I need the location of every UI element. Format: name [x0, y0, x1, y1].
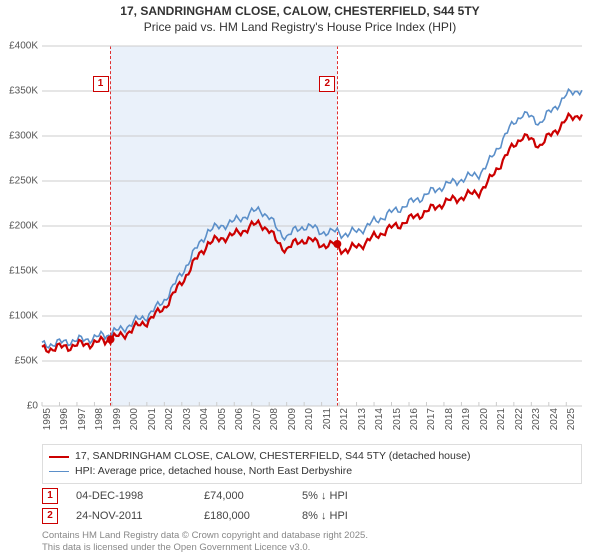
chart-container: 17, SANDRINGHAM CLOSE, CALOW, CHESTERFIE… [0, 0, 600, 560]
x-tick-label: 2010 [304, 408, 315, 430]
plot-area: 12 [42, 46, 582, 406]
legend-label-blue: HPI: Average price, detached house, Nort… [75, 464, 352, 479]
x-tick-label: 1996 [59, 408, 70, 430]
footnote-line2: This data is licensed under the Open Gov… [42, 542, 582, 554]
y-tick-label: £150K [9, 266, 38, 277]
x-tick-label: 2000 [129, 408, 140, 430]
sale-marker: 2 [42, 508, 58, 524]
title-sub: Price paid vs. HM Land Registry's House … [0, 20, 600, 36]
x-tick-label: 2007 [252, 408, 263, 430]
x-tick-label: 2006 [234, 408, 245, 430]
legend: 17, SANDRINGHAM CLOSE, CALOW, CHESTERFIE… [42, 444, 582, 484]
x-tick-label: 2020 [479, 408, 490, 430]
x-tick-label: 2003 [182, 408, 193, 430]
y-tick-label: £0 [27, 401, 38, 412]
y-tick-label: £200K [9, 221, 38, 232]
legend-swatch-red [49, 456, 69, 458]
x-tick-label: 1998 [94, 408, 105, 430]
sale-rows: 1 04-DEC-1998 £74,000 5% ↓ HPI 2 24-NOV-2011 £… [42, 486, 582, 526]
y-axis: £0£50K£100K£150K£200K£250K£300K£350K£400… [0, 46, 40, 406]
sale-date: 04-DEC-1998 [76, 490, 186, 502]
x-tick-label: 2013 [357, 408, 368, 430]
chart-marker: 1 [93, 76, 109, 92]
x-tick-label: 1999 [112, 408, 123, 430]
legend-row-blue: HPI: Average price, detached house, Nort… [49, 464, 575, 479]
x-tick-label: 2001 [147, 408, 158, 430]
legend-row-red: 17, SANDRINGHAM CLOSE, CALOW, CHESTERFIE… [49, 449, 575, 464]
legend-label-red: 17, SANDRINGHAM CLOSE, CALOW, CHESTERFIE… [75, 449, 470, 464]
sale-date: 24-NOV-2011 [76, 510, 186, 522]
x-tick-label: 2017 [426, 408, 437, 430]
y-tick-label: £100K [9, 311, 38, 322]
sale-price: £74,000 [204, 490, 284, 502]
footnote: Contains HM Land Registry data © Crown c… [42, 530, 582, 554]
chart-svg [42, 46, 582, 406]
x-tick-label: 2021 [496, 408, 507, 430]
sale-hpi: 5% ↓ HPI [302, 490, 382, 502]
y-tick-label: £300K [9, 131, 38, 142]
x-tick-label: 2025 [566, 408, 577, 430]
title-block: 17, SANDRINGHAM CLOSE, CALOW, CHESTERFIE… [0, 0, 600, 35]
x-tick-label: 2008 [269, 408, 280, 430]
footnote-line1: Contains HM Land Registry data © Crown c… [42, 530, 582, 542]
x-tick-label: 2004 [199, 408, 210, 430]
sale-row: 2 24-NOV-2011 £180,000 8% ↓ HPI [42, 506, 582, 526]
x-tick-label: 2012 [339, 408, 350, 430]
y-tick-label: £400K [9, 41, 38, 52]
x-tick-label: 2018 [444, 408, 455, 430]
sale-hpi: 8% ↓ HPI [302, 510, 382, 522]
y-tick-label: £250K [9, 176, 38, 187]
x-tick-label: 1997 [77, 408, 88, 430]
title-address: 17, SANDRINGHAM CLOSE, CALOW, CHESTERFIE… [0, 4, 600, 20]
y-tick-label: £350K [9, 86, 38, 97]
x-tick-label: 2019 [461, 408, 472, 430]
sale-price: £180,000 [204, 510, 284, 522]
y-tick-label: £50K [15, 356, 38, 367]
x-tick-label: 2002 [164, 408, 175, 430]
x-tick-label: 2015 [392, 408, 403, 430]
sale-row: 1 04-DEC-1998 £74,000 5% ↓ HPI [42, 486, 582, 506]
x-tick-label: 2005 [217, 408, 228, 430]
x-axis: 1995 1996 1997 1998 1999 2000 2001 2002 2003 2004… [42, 408, 582, 438]
legend-swatch-blue [49, 471, 69, 472]
sale-marker: 1 [42, 488, 58, 504]
chart-marker: 2 [319, 76, 335, 92]
x-tick-label: 2014 [374, 408, 385, 430]
x-tick-label: 2011 [322, 408, 333, 430]
x-tick-label: 1995 [42, 408, 53, 430]
x-tick-label: 2024 [549, 408, 560, 430]
x-tick-label: 2023 [531, 408, 542, 430]
x-tick-label: 2022 [514, 408, 525, 430]
x-tick-label: 2016 [409, 408, 420, 430]
x-tick-label: 2009 [287, 408, 298, 430]
